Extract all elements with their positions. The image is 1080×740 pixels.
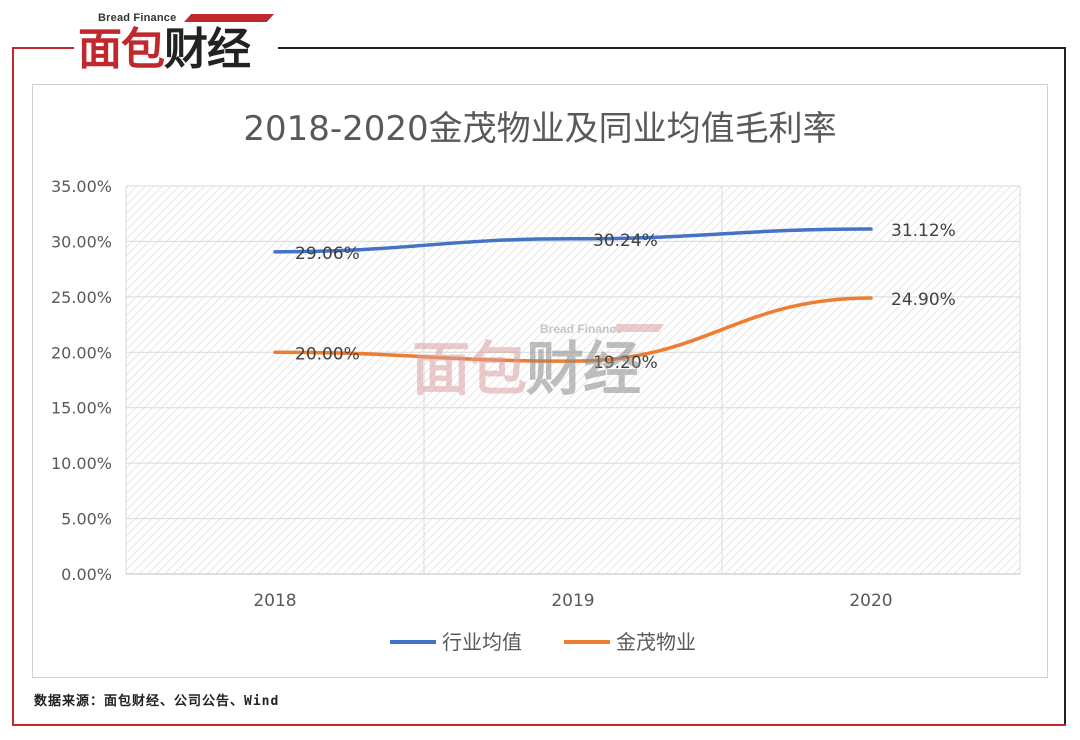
data-label: 31.12% — [891, 221, 956, 241]
data-labels: 29.06% 30.24% 31.12% 20.00% 19.20% 24.90% — [295, 221, 956, 373]
frame-top-line — [278, 47, 1066, 49]
series-line-0 — [273, 227, 873, 254]
data-label: 20.00% — [295, 344, 360, 364]
x-tick-label: 2020 — [849, 591, 892, 611]
y-tick-label: 15.00% — [51, 399, 112, 418]
logo-cn-black: 财经 — [164, 24, 251, 75]
data-label: 24.90% — [891, 290, 956, 310]
logo-chinese-text: 面包财经 — [78, 24, 251, 76]
logo-english-text: Bread Finance — [98, 12, 177, 24]
series-line-1 — [273, 296, 873, 363]
y-tick-label: 0.00% — [61, 565, 112, 584]
y-tick-label: 35.00% — [51, 177, 112, 196]
logo-accent-bar — [184, 14, 274, 22]
frame-bottom-line — [12, 724, 1066, 726]
logo-cn-red: 面包 — [78, 24, 165, 75]
x-tick-label: 2019 — [551, 591, 594, 611]
x-axis: 2018 2019 2020 — [253, 591, 892, 611]
x-tick-label: 2018 — [253, 591, 296, 611]
chart-title: 2018-2020金茂物业及同业均值毛利率 — [243, 109, 837, 149]
plot-background — [126, 186, 1020, 574]
y-tick-label: 30.00% — [51, 232, 112, 251]
legend: 行业均值 金茂物业 — [390, 630, 696, 654]
legend-label-0: 行业均值 — [442, 630, 522, 654]
y-tick-label: 10.00% — [51, 454, 112, 473]
data-label: 29.06% — [295, 244, 360, 264]
data-label: 30.24% — [593, 231, 658, 251]
y-tick-label: 5.00% — [61, 510, 112, 529]
frame-right-line — [1064, 48, 1066, 726]
y-tick-label: 20.00% — [51, 343, 112, 362]
series-lines — [273, 227, 873, 363]
y-tick-label: 25.00% — [51, 288, 112, 307]
frame-left-line — [12, 48, 14, 726]
data-label: 19.20% — [593, 353, 658, 373]
y-axis: 0.00% 5.00% 10.00% 15.00% 20.00% 25.00% 30.00%… — [51, 177, 112, 584]
frame-top-left-line — [12, 47, 74, 49]
data-source-note: 数据来源：面包财经、公司公告、Wind — [34, 694, 280, 709]
legend-label-1: 金茂物业 — [616, 630, 696, 654]
